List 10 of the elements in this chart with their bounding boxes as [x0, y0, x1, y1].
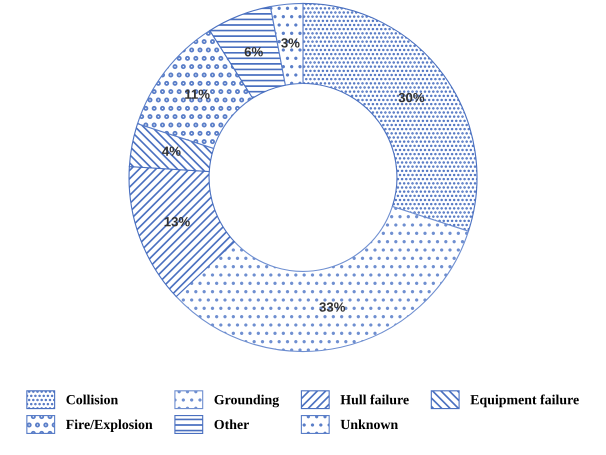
data-label: 11% [185, 90, 210, 99]
legend-label: Grounding [214, 394, 280, 408]
legend-label: Hull failure [340, 394, 409, 404]
legend-label: Equipment failure [470, 394, 579, 408]
legend-label: Fire/Explosion [66, 419, 152, 432]
data-label: 3% [281, 38, 300, 48]
data-label: 33% [319, 302, 346, 312]
legend-label: Unknown [340, 419, 398, 430]
legend-label: Other [214, 419, 249, 430]
legend-label: Collision [66, 394, 118, 404]
